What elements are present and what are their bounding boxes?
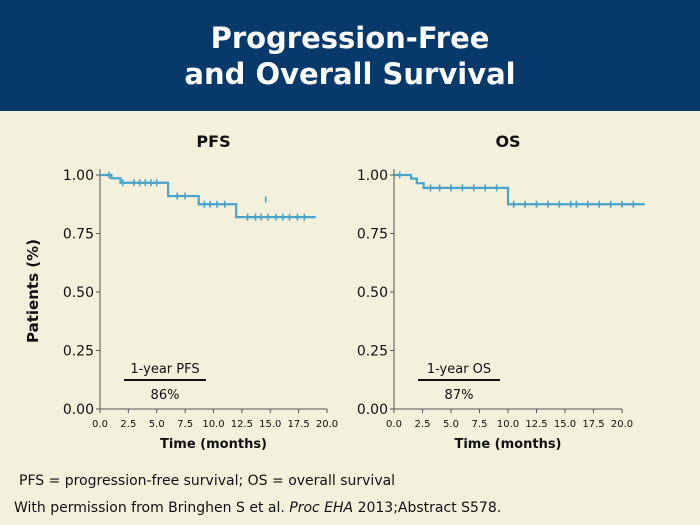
x-tick-label: 7.5 — [177, 419, 193, 430]
pfs-chart: PFS 0.00 0.25 0.50 0.75 1.00 0.0 2.5 5.0 7.5 10.0 1… — [63, 132, 338, 452]
x-tick-label: 20.0 — [316, 419, 338, 430]
y-tick-label: 1.00 — [63, 168, 94, 184]
x-tick-label: 10.0 — [497, 419, 519, 430]
annotation-label: 1-year OS — [427, 362, 491, 377]
title-banner: Progression-Free and Overall Survival — [0, 0, 700, 111]
citation: With permission from Bringhen S et al. P… — [14, 500, 501, 516]
x-axis-title: Time (months) — [160, 437, 267, 452]
x-tick-label: 20.0 — [611, 419, 633, 430]
annotation-value: 87% — [445, 388, 474, 403]
y-tick-label: 0.75 — [63, 227, 94, 243]
x-tick-label: 17.5 — [582, 419, 604, 430]
chart-title: OS — [495, 132, 520, 151]
survival-charts: Patients (%) PFS 0.00 0.25 0.50 0.75 1.00 0.0 2… — [24, 132, 645, 452]
citation-suffix: 2013;Abstract S578. — [353, 500, 502, 516]
os-chart: OS 0.00 0.25 0.50 0.75 1.00 0.0 2.5 5.0 7.5 10.0 12… — [357, 132, 645, 452]
page-title-line-2: and Overall Survival — [184, 56, 516, 91]
x-tick-label: 12.5 — [231, 419, 253, 430]
charts-area: Patients (%) PFS 0.00 0.25 0.50 0.75 1.00 0.0 2… — [0, 111, 700, 466]
y-tick-label: 0.50 — [357, 285, 388, 301]
x-axis-title: Time (months) — [454, 437, 561, 452]
chart-title: PFS — [196, 132, 230, 151]
annotation-label: 1-year PFS — [130, 362, 199, 377]
x-tick-label: 0.0 — [386, 419, 402, 430]
y-tick-label: 1.00 — [357, 168, 388, 184]
annotation-value: 86% — [151, 388, 180, 403]
x-tick-label: 7.5 — [472, 419, 488, 430]
citation-journal: Proc EHA — [289, 500, 354, 516]
x-tick-label: 2.5 — [120, 419, 136, 430]
x-tick-label: 2.5 — [415, 419, 431, 430]
x-tick-label: 0.0 — [92, 419, 108, 430]
y-tick-label: 0.25 — [357, 344, 388, 360]
x-tick-label: 10.0 — [202, 419, 224, 430]
footnote: PFS = progression-free survival; OS = ov… — [19, 473, 396, 489]
page-title-line-1: Progression-Free — [210, 20, 490, 55]
y-tick-label: 0.25 — [63, 344, 94, 360]
x-tick-label: 15.0 — [554, 419, 576, 430]
y-tick-label: 0.00 — [63, 402, 94, 418]
y-axis-title-group: Patients (%) — [24, 239, 42, 343]
survival-curve — [100, 173, 316, 219]
x-tick-label: 5.0 — [149, 419, 165, 430]
survival-curve — [394, 173, 645, 206]
y-tick-label: 0.00 — [357, 402, 388, 418]
x-tick-label: 15.0 — [259, 419, 281, 430]
y-tick-label: 0.50 — [63, 285, 94, 301]
y-tick-label: 0.75 — [357, 227, 388, 243]
x-tick-label: 12.5 — [525, 419, 547, 430]
citation-prefix: With permission from Bringhen S et al. — [14, 500, 290, 516]
x-tick-label: 5.0 — [443, 419, 459, 430]
x-tick-label: 17.5 — [287, 419, 309, 430]
y-axis-title: Patients (%) — [24, 239, 42, 343]
